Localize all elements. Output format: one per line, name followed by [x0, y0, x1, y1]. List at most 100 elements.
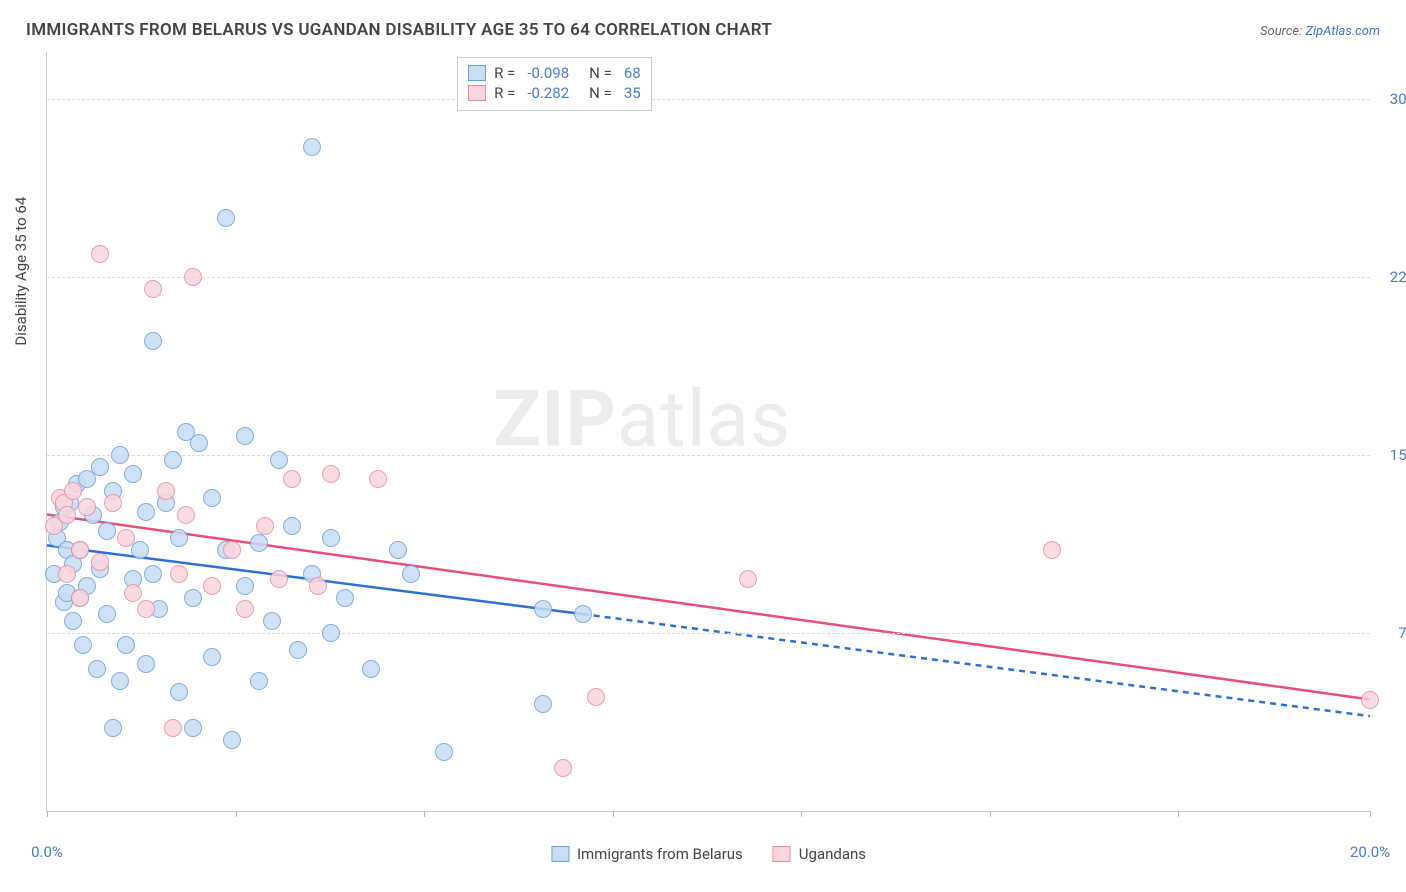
- data-point: [236, 600, 254, 618]
- stat-n-label: N =: [589, 64, 612, 82]
- gridline: [47, 455, 1370, 456]
- data-point: [164, 719, 182, 737]
- data-point: [303, 138, 321, 156]
- data-point: [283, 517, 301, 535]
- legend-item: Ugandans: [773, 845, 866, 863]
- data-point: [117, 529, 135, 547]
- legend-stats-row: R = -0.282 N = 35: [468, 84, 641, 102]
- data-point: [309, 577, 327, 595]
- data-point: [104, 719, 122, 737]
- y-tick-label: 22.5%: [1378, 268, 1406, 286]
- data-point: [64, 482, 82, 500]
- data-point: [435, 743, 453, 761]
- data-point: [203, 648, 221, 666]
- x-tick: [801, 811, 802, 817]
- gridline: [47, 633, 1370, 634]
- legend-swatch: [468, 65, 486, 81]
- trend-line: [583, 614, 1370, 716]
- data-point: [236, 427, 254, 445]
- data-point: [587, 688, 605, 706]
- data-point: [1043, 541, 1061, 559]
- stat-r-value: -0.098: [527, 64, 569, 82]
- source-link[interactable]: ZipAtlas.com: [1305, 24, 1380, 39]
- stat-r-value: -0.282: [527, 84, 569, 102]
- x-tick: [47, 811, 48, 817]
- data-point: [137, 600, 155, 618]
- data-point: [184, 268, 202, 286]
- y-axis-label: Disability Age 35 to 64: [12, 197, 30, 346]
- data-point: [270, 451, 288, 469]
- data-point: [98, 522, 116, 540]
- data-point: [58, 506, 76, 524]
- legend-swatch: [468, 85, 486, 101]
- stat-n-label: N =: [589, 84, 612, 102]
- data-point: [402, 565, 420, 583]
- x-tick: [424, 811, 425, 817]
- legend-swatch: [773, 846, 791, 862]
- stat-r-label: R =: [494, 84, 515, 102]
- data-point: [263, 612, 281, 630]
- legend-label: Immigrants from Belarus: [577, 845, 743, 863]
- data-point: [124, 584, 142, 602]
- data-point: [184, 719, 202, 737]
- data-point: [111, 446, 129, 464]
- data-point: [389, 541, 407, 559]
- data-point: [98, 605, 116, 623]
- data-point: [203, 577, 221, 595]
- data-point: [336, 589, 354, 607]
- data-point: [217, 209, 235, 227]
- data-point: [71, 541, 89, 559]
- correlation-stats-legend: R = -0.098 N = 68 R = -0.282 N = 35: [457, 57, 652, 111]
- data-point: [170, 565, 188, 583]
- x-tick-label: 0.0%: [31, 843, 63, 861]
- data-point: [223, 731, 241, 749]
- data-point: [1361, 691, 1379, 709]
- legend-item: Immigrants from Belarus: [551, 845, 743, 863]
- data-point: [78, 498, 96, 516]
- data-point: [91, 553, 109, 571]
- data-point: [270, 570, 288, 588]
- data-point: [177, 506, 195, 524]
- data-point: [157, 482, 175, 500]
- x-tick: [1178, 811, 1179, 817]
- stat-r-label: R =: [494, 64, 515, 82]
- scatter-plot-area: 7.5%15.0%22.5%30.0%0.0%20.0%ZIPatlasR =-…: [46, 52, 1370, 812]
- data-point: [250, 534, 268, 552]
- data-point: [64, 612, 82, 630]
- y-tick-label: 7.5%: [1378, 624, 1406, 642]
- data-point: [190, 434, 208, 452]
- data-point: [91, 458, 109, 476]
- data-point: [289, 641, 307, 659]
- data-point: [170, 529, 188, 547]
- data-point: [322, 529, 340, 547]
- data-point: [137, 503, 155, 521]
- legend-stats-row: R = -0.098 N = 68: [468, 64, 641, 82]
- source-attribution: Source: ZipAtlas.com: [1260, 24, 1380, 39]
- x-tick: [990, 811, 991, 817]
- data-point: [236, 577, 254, 595]
- data-point: [739, 570, 757, 588]
- data-point: [144, 280, 162, 298]
- x-tick-label: 20.0%: [1350, 843, 1390, 861]
- data-point: [250, 672, 268, 690]
- data-point: [574, 605, 592, 623]
- data-point: [362, 660, 380, 678]
- y-tick-label: 15.0%: [1378, 446, 1406, 464]
- data-point: [203, 489, 221, 507]
- gridline: [47, 277, 1370, 278]
- data-point: [223, 541, 241, 559]
- data-point: [124, 465, 142, 483]
- data-point: [58, 565, 76, 583]
- stat-n-value: 68: [624, 64, 641, 82]
- y-tick-label: 30.0%: [1378, 90, 1406, 108]
- data-point: [322, 465, 340, 483]
- page-title: IMMIGRANTS FROM BELARUS VS UGANDAN DISAB…: [26, 20, 772, 40]
- gridline: [47, 99, 1370, 100]
- data-point: [184, 589, 202, 607]
- data-point: [164, 451, 182, 469]
- stat-n-value: 35: [624, 84, 641, 102]
- data-point: [88, 660, 106, 678]
- data-point: [137, 655, 155, 673]
- data-point: [283, 470, 301, 488]
- data-point: [534, 695, 552, 713]
